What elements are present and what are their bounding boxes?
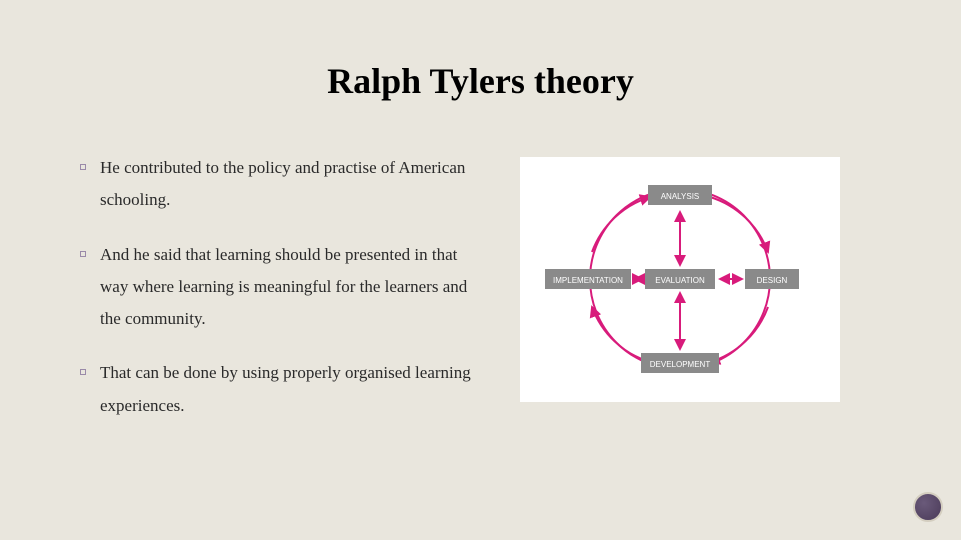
bullet-item: That can be done by using properly organ…	[80, 357, 480, 422]
cycle-diagram: ANALYSIS DESIGN DEVELOPMENT IMPLEMENTATI…	[520, 157, 840, 402]
slide-number-badge	[913, 492, 943, 522]
bullet-item: He contributed to the policy and practis…	[80, 152, 480, 217]
diagram-svg: ANALYSIS DESIGN DEVELOPMENT IMPLEMENTATI…	[520, 157, 840, 402]
slide-title: Ralph Tylers theory	[80, 60, 881, 102]
node-implementation: IMPLEMENTATION	[545, 269, 631, 289]
arc-arrow	[592, 197, 650, 252]
bullet-marker-icon	[80, 251, 86, 257]
node-design: DESIGN	[745, 269, 799, 289]
node-analysis: ANALYSIS	[648, 185, 712, 205]
bullet-text: And he said that learning should be pres…	[100, 239, 480, 336]
svg-text:DEVELOPMENT: DEVELOPMENT	[650, 360, 711, 369]
bullet-item: And he said that learning should be pres…	[80, 239, 480, 336]
bullet-marker-icon	[80, 369, 86, 375]
node-evaluation: EVALUATION	[645, 269, 715, 289]
slide: Ralph Tylers theory He contributed to th…	[0, 0, 961, 540]
svg-text:EVALUATION: EVALUATION	[655, 276, 705, 285]
arc-arrow	[710, 197, 768, 252]
svg-text:IMPLEMENTATION: IMPLEMENTATION	[553, 276, 623, 285]
content-row: He contributed to the policy and practis…	[80, 152, 881, 444]
bullet-list: He contributed to the policy and practis…	[80, 152, 480, 444]
bullet-marker-icon	[80, 164, 86, 170]
bullet-text: He contributed to the policy and practis…	[100, 152, 480, 217]
node-development: DEVELOPMENT	[641, 353, 719, 373]
svg-text:ANALYSIS: ANALYSIS	[661, 192, 700, 201]
bullet-text: That can be done by using properly organ…	[100, 357, 480, 422]
svg-text:DESIGN: DESIGN	[757, 276, 788, 285]
